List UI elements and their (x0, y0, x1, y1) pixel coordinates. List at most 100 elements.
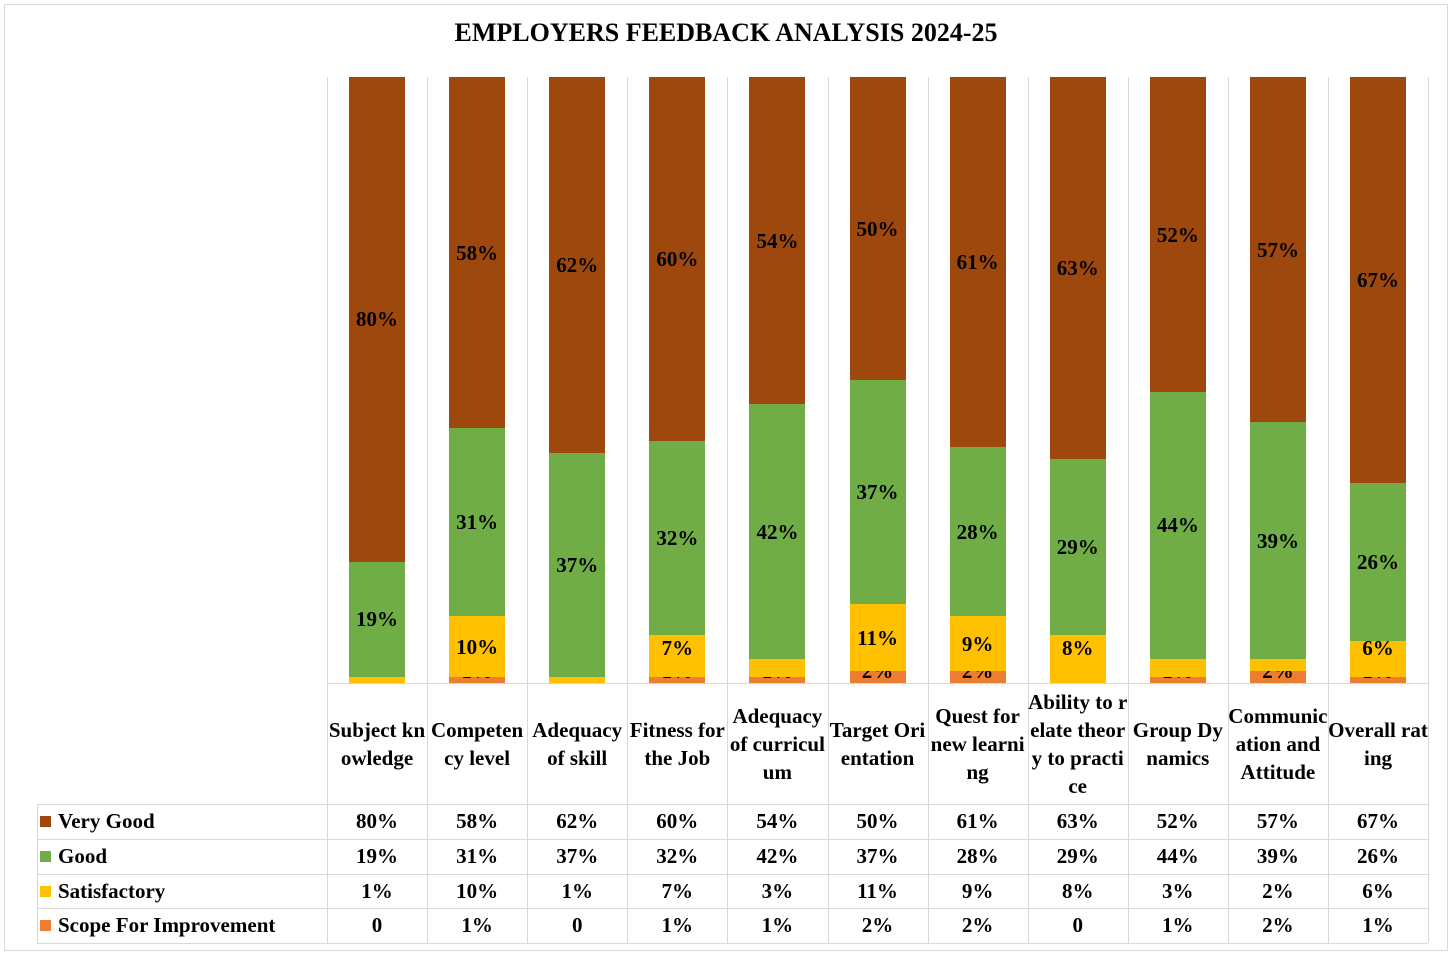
plot-area: 01%19%80%1%10%31%58%01%37%62%1%7%32%60%1… (327, 77, 1428, 683)
data-label: 11% (857, 625, 898, 650)
legend-entry: Satisfactory (40, 874, 165, 909)
category-label-text: Target Orientation (829, 718, 926, 770)
table-cell: 32% (656, 844, 699, 868)
row-divider (327, 683, 1429, 684)
bar-segment (549, 676, 606, 683)
category-label-text: Fitness for the Job (629, 718, 725, 770)
table-cell: 1% (461, 913, 493, 937)
table-cell: 29% (1056, 844, 1099, 868)
table-cell: 42% (756, 844, 799, 868)
category-label: Quest for new learning (928, 684, 1028, 804)
data-label: 37% (556, 552, 599, 577)
table-cell: 57% (1256, 809, 1299, 833)
legend-label: Very Good (58, 809, 155, 833)
table-cell: 80% (356, 809, 398, 833)
bar-segment (949, 670, 1006, 683)
data-label: 37% (856, 480, 899, 505)
bar-segment (549, 77, 606, 453)
category-label: Ability to relate theory to practice (1028, 684, 1128, 804)
column-divider (927, 77, 929, 943)
table-cell: 44% (1156, 844, 1199, 868)
table-cell: 0 (371, 913, 383, 937)
data-label: 52% (1156, 222, 1199, 247)
data-label: 6% (1362, 636, 1394, 660)
bar-segment (449, 77, 506, 429)
data-label: 67% (1357, 268, 1400, 292)
table-cell: 67% (1357, 809, 1399, 833)
data-label: 9% (961, 631, 994, 656)
legend-entry: Good (40, 839, 107, 874)
legend-swatch (40, 886, 51, 897)
table-cell: 1% (361, 879, 393, 903)
category-label: Communication and Attitude (1228, 684, 1328, 804)
bar-segment (1249, 670, 1306, 683)
row-divider (37, 804, 1429, 805)
bar-segment (449, 676, 506, 683)
column-divider (1227, 77, 1229, 943)
bar-segment (1249, 658, 1306, 671)
bar-segment (849, 380, 906, 605)
category-label: Subject knowledge (327, 684, 427, 804)
table-cell: 26% (1357, 844, 1399, 868)
legend-label: Good (58, 844, 108, 868)
bar-segment (749, 658, 806, 677)
column-divider (427, 77, 429, 943)
data-label: 50% (856, 216, 899, 241)
column-divider (627, 77, 629, 943)
data-label: 8% (1062, 636, 1094, 660)
legend-swatch (40, 920, 51, 931)
table-cell: 8% (1061, 879, 1094, 903)
table-cell: 0 (1072, 913, 1083, 937)
data-label: 60% (656, 246, 699, 271)
data-label: 80% (356, 307, 399, 332)
table-cell: 1% (761, 913, 794, 937)
data-label: 19% (356, 607, 399, 632)
legend-entry: Very Good (40, 804, 155, 839)
data-label: 57% (1256, 237, 1299, 262)
chart-title: EMPLOYERS FEEDBACK ANALYSIS 2024-25 (454, 18, 998, 47)
bar-segment (449, 616, 506, 677)
data-label: 31% (456, 510, 499, 535)
bar-segment (649, 440, 706, 635)
bar-segment (1350, 483, 1407, 641)
table-cell: 37% (556, 844, 599, 868)
row-divider (37, 908, 1429, 909)
column-divider (727, 77, 729, 943)
data-label: 61% (956, 249, 999, 274)
bar-segment (1350, 676, 1407, 683)
column-divider (1328, 77, 1329, 943)
bar-segment (1249, 422, 1306, 659)
column-divider (1127, 77, 1129, 943)
data-label: 26% (1357, 549, 1400, 574)
bar-segment (849, 670, 906, 683)
bar-segment (749, 676, 806, 683)
data-label: 10% (456, 634, 499, 659)
bar-segment (1350, 640, 1407, 677)
table-cell: 3% (761, 879, 794, 903)
table-cell: 52% (1156, 809, 1199, 833)
table-cell: 28% (956, 844, 999, 868)
category-label: Fitness for the Job (627, 684, 727, 804)
category-label: Competency level (427, 684, 527, 804)
category-label-text: Adequacy of skill (532, 718, 623, 770)
bar-segment (949, 446, 1006, 617)
legend-label: Satisfactory (58, 879, 166, 903)
bar-segment (749, 404, 806, 659)
table-cell: 1% (1162, 913, 1194, 937)
table-cell: 10% (456, 879, 499, 903)
table-cell: 39% (1256, 844, 1299, 868)
bar-segment (1149, 676, 1206, 683)
bar-segment (649, 77, 706, 441)
bar-segment (649, 634, 706, 677)
table-cell: 63% (1056, 809, 1099, 833)
category-label: Target Orientation (828, 684, 928, 804)
table-cell: 6% (1362, 879, 1394, 903)
category-label: Group Dynamics (1128, 684, 1228, 804)
data-label: 63% (1056, 255, 1099, 280)
chart-frame (4, 4, 1448, 951)
table-cell: 54% (756, 809, 799, 833)
category-label-text: Overall rating (1328, 718, 1428, 770)
row-divider (37, 943, 1429, 944)
bar-segment (849, 77, 906, 380)
data-label: 58% (456, 240, 499, 265)
